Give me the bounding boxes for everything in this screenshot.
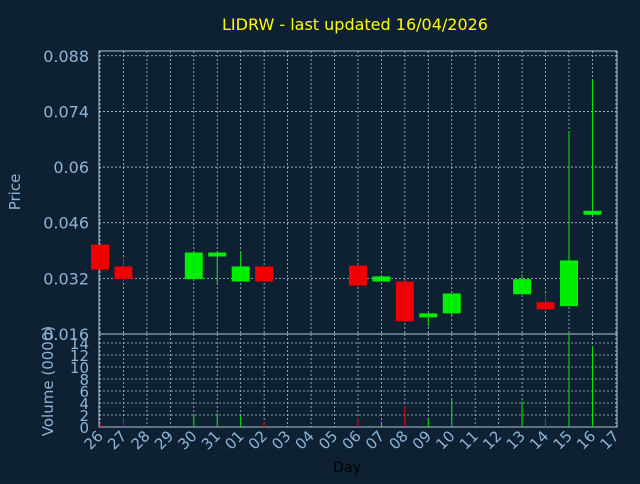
price-tick-label: 0.046 [43, 214, 89, 233]
price-tick-label: 0.016 [43, 325, 89, 344]
candle-body [114, 266, 133, 280]
candle-body [583, 210, 602, 215]
volume-tick-label: 12 [70, 347, 89, 365]
volume-tick-label: 14 [70, 335, 89, 353]
candle-body [536, 302, 555, 310]
candle-body [231, 266, 250, 282]
volume-tick-label: 8 [79, 371, 89, 389]
candle-body [442, 293, 461, 314]
candle-body [348, 265, 367, 286]
candle-body [255, 266, 274, 282]
price-tick-label: 0.032 [43, 269, 89, 288]
candle-body [395, 281, 414, 322]
price-tick-label: 0.088 [43, 47, 89, 66]
chart-title: LIDRW - last updated 16/04/2026 [222, 15, 488, 34]
price-panel: 0.088 0.074 0.06 0.046 0.032 0.016 [43, 47, 618, 344]
x-axis-label: Day [333, 460, 361, 476]
x-tick-labels: 2627282930310102030405060708091011121314… [81, 427, 623, 453]
volume-tick-label: 2 [79, 407, 89, 425]
volume-tick-label: 0 [79, 419, 89, 437]
volume-tick-label: 6 [79, 383, 89, 401]
candle-body [560, 260, 578, 307]
price-axis-label: Price [6, 174, 24, 211]
candle-body [419, 313, 438, 318]
price-tick-label: 0.06 [53, 158, 89, 177]
volume-axis-label: Volume (0000) [39, 326, 57, 436]
price-tick-label: 0.074 [43, 102, 89, 121]
candle-body [208, 252, 227, 257]
candle-body [372, 276, 391, 282]
candle-body [91, 244, 109, 270]
volume-tick-label: 10 [70, 359, 89, 377]
candle-body [184, 252, 203, 280]
volume-tick-label: 4 [79, 395, 89, 413]
candle-body [513, 279, 532, 295]
